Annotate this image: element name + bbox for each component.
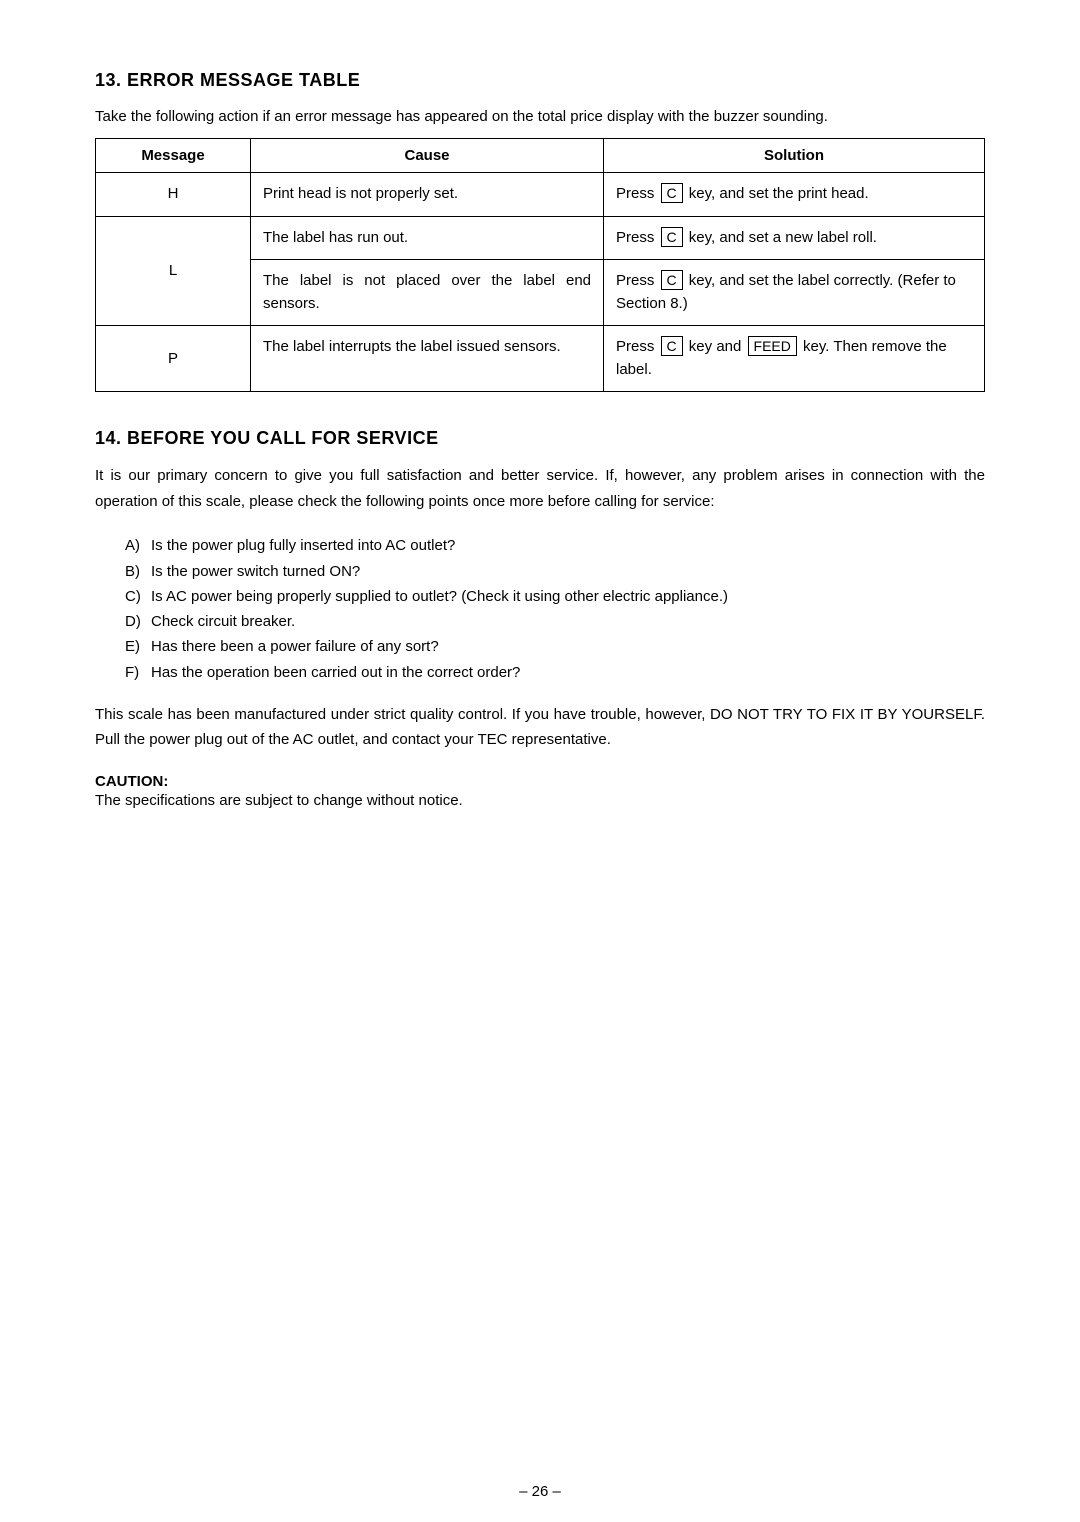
sol-text: key, and set a new label roll. bbox=[685, 229, 877, 246]
service-checklist: A)Is the power plug fully inserted into … bbox=[125, 534, 985, 684]
table-row: H Print head is not properly set. Press … bbox=[96, 173, 985, 217]
item-label: E) bbox=[125, 635, 151, 658]
item-text: Check circuit breaker. bbox=[151, 613, 295, 630]
th-message: Message bbox=[96, 139, 251, 173]
sol-text: Press bbox=[616, 229, 659, 246]
sol-text: Press bbox=[616, 338, 659, 355]
item-label: B) bbox=[125, 560, 151, 583]
section-14-intro: It is our primary concern to give you fu… bbox=[95, 463, 985, 514]
item-text: Has the operation been carried out in th… bbox=[151, 664, 520, 681]
list-item: A)Is the power plug fully inserted into … bbox=[125, 534, 985, 557]
cell-cause: The label interrupts the label issued se… bbox=[251, 326, 604, 392]
cell-solution: Press C key, and set the label correctly… bbox=[604, 260, 985, 326]
cell-cause: Print head is not properly set. bbox=[251, 173, 604, 217]
key-c-icon: C bbox=[661, 270, 683, 290]
key-feed-icon: FEED bbox=[748, 336, 797, 356]
section-14-heading: 14. BEFORE YOU CALL FOR SERVICE bbox=[95, 428, 985, 449]
item-label: D) bbox=[125, 610, 151, 633]
cell-cause: The label is not placed over the label e… bbox=[251, 260, 604, 326]
section-13-intro: Take the following action if an error me… bbox=[95, 105, 985, 128]
cell-cause: The label has run out. bbox=[251, 216, 604, 260]
key-c-icon: C bbox=[661, 227, 683, 247]
item-text: Has there been a power failure of any so… bbox=[151, 638, 439, 655]
sol-text: key, and set the print head. bbox=[685, 185, 869, 202]
error-message-table: Message Cause Solution H Print head is n… bbox=[95, 138, 985, 392]
key-c-icon: C bbox=[661, 336, 683, 356]
caution-text: The specifications are subject to change… bbox=[95, 792, 985, 809]
cell-solution: Press C key, and set a new label roll. bbox=[604, 216, 985, 260]
caution-heading: CAUTION: bbox=[95, 773, 985, 790]
cell-solution: Press C key and FEED key. Then remove th… bbox=[604, 326, 985, 392]
table-row: L The label has run out. Press C key, an… bbox=[96, 216, 985, 260]
section-14-para2: This scale has been manufactured under s… bbox=[95, 702, 985, 753]
page-number: – 26 – bbox=[15, 1483, 1065, 1500]
item-text: Is AC power being properly supplied to o… bbox=[151, 588, 728, 605]
cell-message: P bbox=[96, 326, 251, 392]
sol-text: Press bbox=[616, 272, 659, 289]
item-label: F) bbox=[125, 661, 151, 684]
cell-message: H bbox=[96, 173, 251, 217]
page: 13. ERROR MESSAGE TABLE Take the followi… bbox=[15, 0, 1065, 1510]
cell-solution: Press C key, and set the print head. bbox=[604, 173, 985, 217]
th-cause: Cause bbox=[251, 139, 604, 173]
list-item: E)Has there been a power failure of any … bbox=[125, 635, 985, 658]
item-text: Is the power plug fully inserted into AC… bbox=[151, 537, 455, 554]
th-solution: Solution bbox=[604, 139, 985, 173]
list-item: F)Has the operation been carried out in … bbox=[125, 661, 985, 684]
list-item: D)Check circuit breaker. bbox=[125, 610, 985, 633]
sol-text: Press bbox=[616, 185, 659, 202]
item-label: C) bbox=[125, 585, 151, 608]
list-item: C)Is AC power being properly supplied to… bbox=[125, 585, 985, 608]
item-text: Is the power switch turned ON? bbox=[151, 563, 360, 580]
section-13-heading: 13. ERROR MESSAGE TABLE bbox=[95, 70, 985, 91]
key-c-icon: C bbox=[661, 183, 683, 203]
table-row: P The label interrupts the label issued … bbox=[96, 326, 985, 392]
item-label: A) bbox=[125, 534, 151, 557]
list-item: B)Is the power switch turned ON? bbox=[125, 560, 985, 583]
sol-text: key and bbox=[685, 338, 746, 355]
cell-message: L bbox=[96, 216, 251, 326]
